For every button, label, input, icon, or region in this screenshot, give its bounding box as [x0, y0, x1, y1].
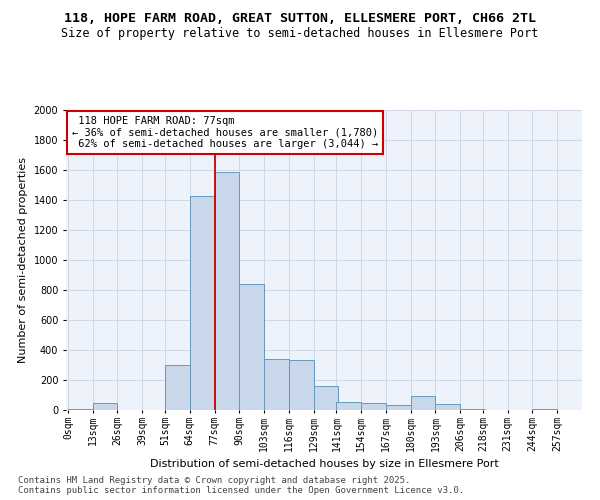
Bar: [460, 408, 485, 410]
Bar: [264, 359, 289, 410]
Bar: [215, 172, 239, 410]
Bar: [410, 396, 436, 410]
Bar: [239, 284, 264, 410]
Text: 118, HOPE FARM ROAD, GREAT SUTTON, ELLESMERE PORT, CH66 2TL: 118, HOPE FARM ROAD, GREAT SUTTON, ELLES…: [64, 12, 536, 26]
Text: Size of property relative to semi-detached houses in Ellesmere Port: Size of property relative to semi-detach…: [61, 28, 539, 40]
Bar: [386, 405, 410, 410]
Bar: [92, 402, 118, 410]
Bar: [436, 404, 460, 410]
Bar: [361, 403, 386, 410]
Bar: [68, 409, 92, 410]
Bar: [165, 365, 190, 410]
Y-axis label: Number of semi-detached properties: Number of semi-detached properties: [18, 157, 28, 363]
Bar: [337, 402, 361, 410]
X-axis label: Distribution of semi-detached houses by size in Ellesmere Port: Distribution of semi-detached houses by …: [149, 459, 499, 469]
Bar: [532, 409, 557, 410]
Bar: [190, 196, 215, 410]
Text: 118 HOPE FARM ROAD: 77sqm
← 36% of semi-detached houses are smaller (1,780)
 62%: 118 HOPE FARM ROAD: 77sqm ← 36% of semi-…: [72, 116, 378, 149]
Text: Contains HM Land Registry data © Crown copyright and database right 2025.
Contai: Contains HM Land Registry data © Crown c…: [18, 476, 464, 495]
Bar: [314, 386, 338, 410]
Bar: [289, 360, 314, 410]
